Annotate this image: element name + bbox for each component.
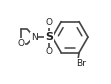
Text: O: O <box>17 39 24 48</box>
Text: N: N <box>31 33 38 42</box>
Text: O: O <box>46 18 53 27</box>
Text: S: S <box>45 32 53 42</box>
Text: Br: Br <box>77 59 86 68</box>
Text: O: O <box>46 47 53 56</box>
